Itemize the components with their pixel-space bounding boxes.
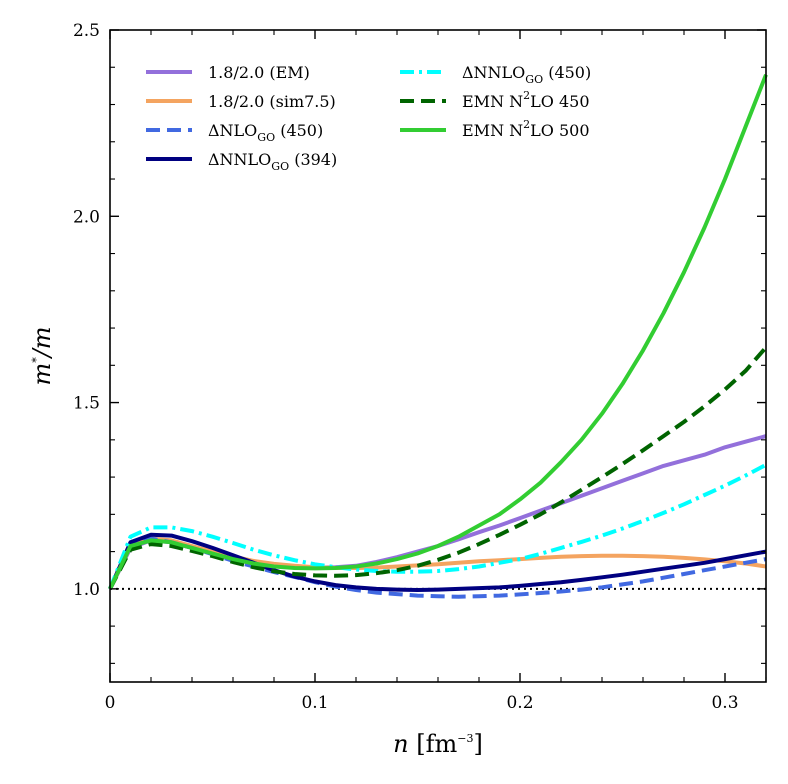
x-axis-title: n [fm−3] <box>393 730 483 758</box>
y-axis-denominator: /m <box>28 326 56 359</box>
legend-label-nnlo-go-450: ΔNNLOGO (450) <box>462 63 591 86</box>
legend-label-emn-n2lo-450: EMN N2LO 450 <box>462 89 590 111</box>
tick-layer: 0 0.1 0.2 0.3 1.0 1.5 2.0 2.5 <box>73 21 767 713</box>
y-tick-label: 1.0 <box>73 580 100 600</box>
x-axis-unit: [fm <box>409 730 458 758</box>
series-layer <box>108 73 768 599</box>
x-axis-unit-close: ] <box>473 730 482 758</box>
x-axis-unit-exponent: −3 <box>457 732 473 745</box>
legend-label-nlo-go-450: ΔNLOGO (450) <box>208 121 323 144</box>
series-line-nlo-go-450 <box>108 536 767 599</box>
y-tick-label: 2.5 <box>73 21 100 41</box>
x-tick-label: 0.3 <box>711 693 738 713</box>
y-tick-label: 1.5 <box>73 394 100 414</box>
series-line-nnlo-go-450 <box>108 463 767 590</box>
x-axis-variable: n <box>393 730 408 758</box>
legend-label-emn-n2lo-500: EMN N2LO 500 <box>462 118 590 140</box>
series-line-emn-n2lo-500 <box>108 73 768 590</box>
series-line-1-8-2-0-sim7-5 <box>108 536 767 590</box>
y-axis-variable: m <box>28 363 56 386</box>
legend-label-nnlo-go-394: ΔNNLOGO (394) <box>208 150 337 173</box>
series-line-nnlo-go-394 <box>108 532 767 592</box>
x-tick-label: 0.1 <box>301 693 328 713</box>
series-line-emn-n2lo-450 <box>108 346 768 590</box>
legend: 1.8/2.0 (EM) 1.8/2.0 (sim7.5) ΔNLOGO (450)… <box>146 63 591 173</box>
y-tick-label: 2.0 <box>73 207 100 227</box>
legend-label-1-8-2-0-em: 1.8/2.0 (EM) <box>208 63 310 82</box>
y-axis-superscript: * <box>30 357 43 363</box>
plot-frame <box>109 29 767 683</box>
x-tick-label: 0 <box>105 693 116 713</box>
x-tick-label: 0.2 <box>506 693 533 713</box>
y-axis-title: m*/m <box>28 326 56 385</box>
legend-label-1-8-2-0-sim7-5: 1.8/2.0 (sim7.5) <box>208 92 336 111</box>
